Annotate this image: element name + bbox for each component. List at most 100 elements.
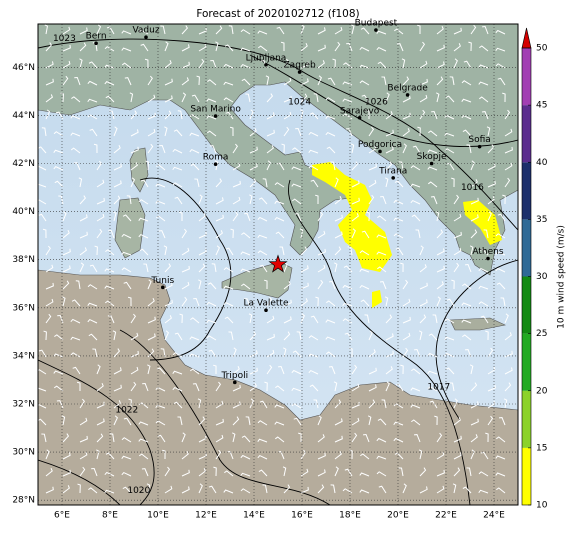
wind-barb (410, 387, 421, 392)
wind-barb (266, 145, 274, 154)
wind-barb (79, 195, 87, 205)
wind-barb (451, 279, 455, 290)
wind-barb (280, 41, 285, 52)
wind-barb (332, 58, 336, 69)
wind-barb (266, 315, 275, 324)
map-area (38, 24, 518, 505)
wind-barb (96, 418, 105, 426)
wind-barb (470, 179, 478, 188)
wind-barb (334, 196, 342, 205)
wind-barb (96, 24, 102, 35)
wind-barb (480, 315, 489, 324)
wind-barb (139, 248, 149, 256)
wind-barb (300, 109, 304, 120)
wind-barb (427, 166, 438, 171)
wind-barb (87, 98, 98, 103)
wind-barb (504, 350, 513, 358)
wind-barb (364, 314, 370, 324)
wind-barb (164, 330, 170, 341)
isobar-label: 1022 (115, 405, 138, 415)
wind-barb (155, 215, 166, 222)
wind-barb (417, 24, 421, 35)
wind-barb (248, 313, 253, 324)
wind-barb (113, 348, 121, 358)
wind-barb (76, 381, 81, 392)
wind-barb (300, 61, 309, 69)
wind-barb (213, 364, 217, 375)
wind-barb (62, 75, 69, 86)
wind-barb (328, 366, 336, 375)
wind-barb (334, 435, 343, 443)
wind-barb (300, 93, 308, 103)
wind-barb (419, 41, 426, 52)
wind-barb (334, 262, 338, 273)
wind-barb (198, 194, 203, 205)
wind-barb (351, 417, 360, 426)
wind-barb (193, 297, 200, 307)
wind-barb (436, 229, 444, 239)
wind-barb (164, 59, 172, 69)
wind-barb (128, 398, 132, 409)
wind-barb (157, 434, 166, 443)
wind-barb (436, 265, 445, 273)
wind-barb (376, 46, 387, 52)
x-tick-label: 24°E (483, 511, 505, 521)
wind-barb (62, 248, 71, 256)
wind-barb (62, 26, 71, 35)
wind-barb (283, 58, 290, 69)
colorbar-tick-label: 10 (536, 501, 548, 511)
wind-barb (430, 196, 438, 205)
wind-barb (300, 313, 305, 324)
wind-barb (73, 162, 81, 171)
colorbar-segment (522, 105, 531, 163)
wind-barb (411, 214, 421, 222)
wind-barb (368, 179, 377, 188)
wind-barb (419, 60, 428, 69)
wind-barb (504, 177, 511, 188)
wind-barb (262, 178, 268, 188)
y-tick-label: 34°N (12, 351, 35, 361)
wind-barb (79, 435, 88, 443)
wind-barb (130, 129, 139, 137)
wind-barb (291, 403, 302, 409)
isobar-line (38, 359, 155, 505)
land-europe (38, 24, 518, 276)
wind-barb (325, 97, 336, 103)
wind-barb (334, 399, 342, 409)
wind-barb (88, 61, 98, 69)
wind-barb (143, 263, 149, 273)
wind-barb (453, 58, 458, 69)
wind-barb (96, 179, 105, 188)
wind-barb (444, 336, 455, 341)
wind-barb (393, 421, 404, 426)
wind-barb (130, 177, 136, 188)
wind-barb (121, 62, 132, 69)
wind-barb (300, 468, 309, 477)
city-label: Belgrade (387, 83, 428, 93)
wind-barb (418, 330, 423, 341)
wind-barb (78, 177, 83, 188)
wind-barb (478, 301, 489, 307)
wind-barb (241, 232, 251, 239)
wind-barb (38, 418, 47, 426)
y-tick-label: 46°N (12, 63, 35, 73)
wind-barb (453, 435, 462, 443)
city-label: Sarajevo (340, 106, 380, 116)
y-tick-label: 40°N (12, 207, 35, 217)
wind-barb (53, 131, 64, 137)
wind-barb (330, 484, 336, 494)
wind-barb (197, 398, 202, 409)
wind-barb (402, 332, 411, 341)
wind-barb (385, 161, 393, 171)
wind-barb (461, 302, 472, 307)
wind-barb (109, 433, 115, 443)
wind-barb (45, 61, 54, 69)
colorbar-tick-label: 20 (536, 386, 548, 396)
wind-barb (104, 268, 115, 273)
wind-barb (283, 347, 287, 358)
wind-barb (385, 111, 393, 120)
wind-barb (198, 416, 206, 426)
wind-barb (504, 109, 511, 120)
wind-barb (418, 449, 423, 460)
wind-barb (478, 285, 489, 290)
